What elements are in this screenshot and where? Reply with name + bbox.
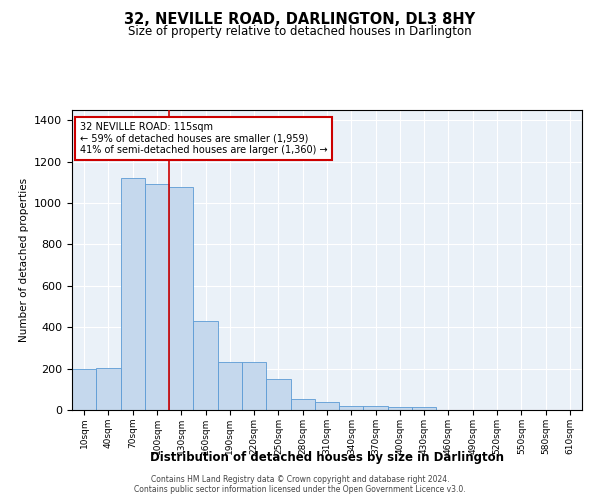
Text: Distribution of detached houses by size in Darlington: Distribution of detached houses by size … — [150, 451, 504, 464]
Bar — [290, 398, 315, 410]
Bar — [145, 184, 169, 410]
Text: Size of property relative to detached houses in Darlington: Size of property relative to detached ho… — [128, 25, 472, 38]
Bar — [412, 408, 436, 410]
Bar — [218, 362, 242, 410]
Bar — [364, 406, 388, 410]
Bar — [339, 406, 364, 410]
Bar — [266, 380, 290, 410]
Bar — [96, 368, 121, 410]
Bar — [169, 186, 193, 410]
Bar — [388, 407, 412, 410]
Bar — [193, 321, 218, 410]
Y-axis label: Number of detached properties: Number of detached properties — [19, 178, 29, 342]
Bar — [121, 178, 145, 410]
Bar — [315, 402, 339, 410]
Text: Contains public sector information licensed under the Open Government Licence v3: Contains public sector information licen… — [134, 484, 466, 494]
Bar — [242, 362, 266, 410]
Text: Contains HM Land Registry data © Crown copyright and database right 2024.: Contains HM Land Registry data © Crown c… — [151, 476, 449, 484]
Bar — [72, 368, 96, 410]
Text: 32, NEVILLE ROAD, DARLINGTON, DL3 8HY: 32, NEVILLE ROAD, DARLINGTON, DL3 8HY — [124, 12, 476, 28]
Text: 32 NEVILLE ROAD: 115sqm
← 59% of detached houses are smaller (1,959)
41% of semi: 32 NEVILLE ROAD: 115sqm ← 59% of detache… — [80, 122, 327, 155]
